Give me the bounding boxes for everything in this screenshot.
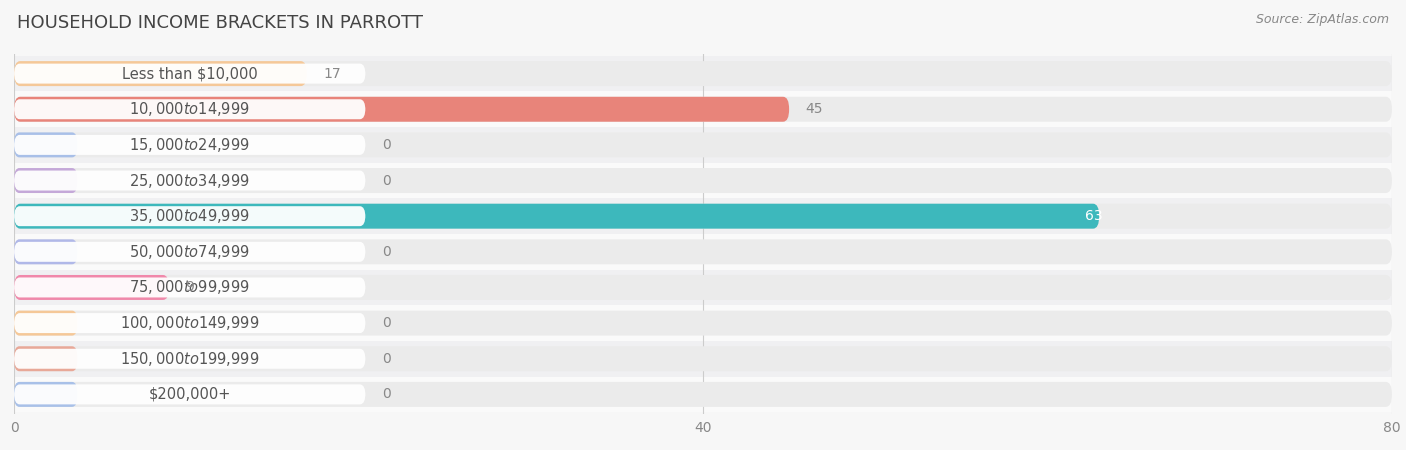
FancyBboxPatch shape [14,171,366,190]
FancyBboxPatch shape [14,99,366,119]
FancyBboxPatch shape [14,61,307,86]
FancyBboxPatch shape [14,56,1392,91]
Text: 17: 17 [323,67,342,81]
FancyBboxPatch shape [14,310,77,336]
FancyBboxPatch shape [14,204,1392,229]
Text: 0: 0 [382,387,391,401]
Text: 0: 0 [382,174,391,188]
FancyBboxPatch shape [14,270,1392,305]
Text: $75,000 to $99,999: $75,000 to $99,999 [129,279,250,297]
Text: 9: 9 [186,280,194,294]
FancyBboxPatch shape [14,275,169,300]
FancyBboxPatch shape [14,278,366,297]
Text: 63: 63 [1085,209,1102,223]
Text: HOUSEHOLD INCOME BRACKETS IN PARROTT: HOUSEHOLD INCOME BRACKETS IN PARROTT [17,14,423,32]
FancyBboxPatch shape [14,275,1392,300]
FancyBboxPatch shape [14,163,1392,198]
FancyBboxPatch shape [14,239,77,264]
FancyBboxPatch shape [14,91,1392,127]
Text: Less than $10,000: Less than $10,000 [122,66,257,81]
Text: $15,000 to $24,999: $15,000 to $24,999 [129,136,250,154]
Text: $25,000 to $34,999: $25,000 to $34,999 [129,171,250,189]
FancyBboxPatch shape [14,204,1099,229]
FancyBboxPatch shape [14,341,1392,377]
Text: 0: 0 [382,316,391,330]
FancyBboxPatch shape [14,242,366,262]
Text: 0: 0 [382,138,391,152]
FancyBboxPatch shape [14,61,1392,86]
FancyBboxPatch shape [14,346,1392,371]
Text: Source: ZipAtlas.com: Source: ZipAtlas.com [1256,14,1389,27]
Text: $150,000 to $199,999: $150,000 to $199,999 [120,350,260,368]
FancyBboxPatch shape [14,97,789,122]
FancyBboxPatch shape [14,310,1392,336]
FancyBboxPatch shape [14,239,1392,264]
Text: $100,000 to $149,999: $100,000 to $149,999 [120,314,260,332]
FancyBboxPatch shape [14,349,366,369]
FancyBboxPatch shape [14,168,1392,193]
FancyBboxPatch shape [14,63,366,84]
FancyBboxPatch shape [14,198,1392,234]
Text: $35,000 to $49,999: $35,000 to $49,999 [129,207,250,225]
FancyBboxPatch shape [14,384,366,405]
FancyBboxPatch shape [14,127,1392,163]
FancyBboxPatch shape [14,234,1392,270]
FancyBboxPatch shape [14,135,366,155]
FancyBboxPatch shape [14,132,1392,157]
FancyBboxPatch shape [14,97,1392,122]
Text: 0: 0 [382,245,391,259]
Text: 0: 0 [382,352,391,366]
FancyBboxPatch shape [14,132,77,157]
Text: $10,000 to $14,999: $10,000 to $14,999 [129,100,250,118]
FancyBboxPatch shape [14,377,1392,412]
FancyBboxPatch shape [14,305,1392,341]
Text: $200,000+: $200,000+ [149,387,231,402]
FancyBboxPatch shape [14,313,366,333]
FancyBboxPatch shape [14,382,77,407]
FancyBboxPatch shape [14,382,1392,407]
FancyBboxPatch shape [14,168,77,193]
FancyBboxPatch shape [14,346,77,371]
Text: 45: 45 [806,102,823,116]
FancyBboxPatch shape [14,206,366,226]
Text: $50,000 to $74,999: $50,000 to $74,999 [129,243,250,261]
